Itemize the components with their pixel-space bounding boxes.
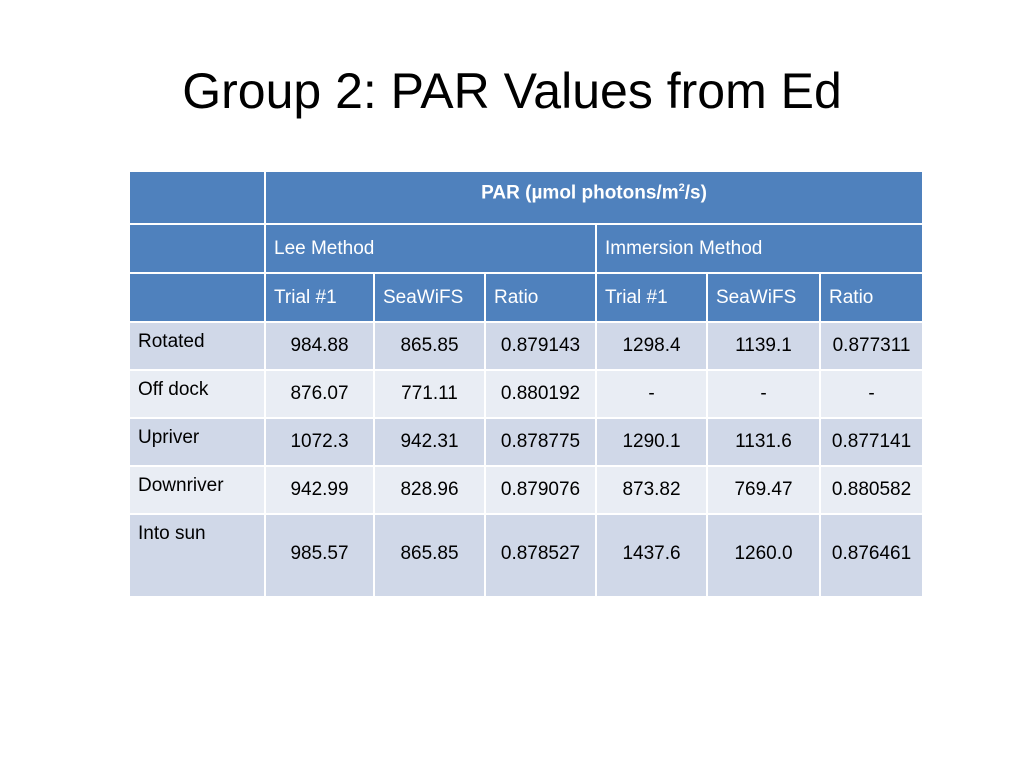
table-cell: 771.11 [373, 369, 486, 419]
table-cell: 1072.3 [264, 417, 375, 467]
table-row: Off dock 876.07 771.11 0.880192 - - - [128, 369, 925, 419]
table-cell: 0.877141 [818, 417, 925, 467]
table-row: Upriver 1072.3 942.31 0.878775 1290.1 11… [128, 417, 925, 467]
row-label: Downriver [128, 465, 266, 515]
table-cell: 0.877311 [818, 321, 925, 371]
lee-method-header: Lee Method [264, 223, 597, 274]
table-cell: 1437.6 [595, 513, 708, 598]
header-row-columns: Trial #1 SeaWiFS Ratio Trial #1 SeaWiFS … [128, 272, 925, 323]
row-label: Into sun [128, 513, 266, 598]
table-cell: 865.85 [373, 513, 486, 598]
table-row: Rotated 984.88 865.85 0.879143 1298.4 11… [128, 321, 925, 371]
table-row: Into sun 985.57 865.85 0.878527 1437.6 1… [128, 513, 925, 598]
column-header: SeaWiFS [706, 272, 821, 323]
column-header: Ratio [484, 272, 597, 323]
row-label: Upriver [128, 417, 266, 467]
table-cell: 0.879143 [484, 321, 597, 371]
table-cell: 1290.1 [595, 417, 708, 467]
table-cell: 984.88 [264, 321, 375, 371]
table-cell: 769.47 [706, 465, 821, 515]
table-cell: 873.82 [595, 465, 708, 515]
immersion-method-header: Immersion Method [594, 223, 925, 274]
par-units-header: PAR (µmol photons/m2/s) [263, 170, 925, 225]
table-cell: 985.57 [264, 513, 375, 598]
header-corner-cell [128, 272, 266, 323]
table-cell: 1298.4 [595, 321, 708, 371]
table-cell: 865.85 [373, 321, 486, 371]
table-cell: 828.96 [373, 465, 486, 515]
column-header: SeaWiFS [373, 272, 486, 323]
table-cell: 0.878775 [484, 417, 597, 467]
table-cell: 1260.0 [706, 513, 821, 598]
par-values-table: PAR (µmol photons/m2/s) Lee Method Immer… [128, 170, 925, 598]
header-row-main: PAR (µmol photons/m2/s) [128, 170, 925, 225]
row-label: Off dock [128, 369, 266, 419]
header-corner-cell [128, 170, 266, 225]
table-cell: 942.31 [373, 417, 486, 467]
table-cell: 0.879076 [484, 465, 597, 515]
table-cell: 1131.6 [706, 417, 821, 467]
table-cell: 0.878527 [484, 513, 597, 598]
row-label: Rotated [128, 321, 266, 371]
column-header: Trial #1 [264, 272, 375, 323]
header-corner-cell [128, 223, 266, 274]
table-cell: 876.07 [264, 369, 375, 419]
table-cell: 1139.1 [706, 321, 821, 371]
slide-title: Group 2: PAR Values from Ed [182, 63, 842, 119]
table-cell: - [706, 369, 821, 419]
column-header: Ratio [818, 272, 925, 323]
header-row-methods: Lee Method Immersion Method [128, 223, 925, 274]
table-cell: 0.876461 [818, 513, 925, 598]
table-cell: 0.880582 [818, 465, 925, 515]
table-row: Downriver 942.99 828.96 0.879076 873.82 … [128, 465, 925, 515]
table-cell: - [818, 369, 925, 419]
table-cell: - [595, 369, 708, 419]
column-header: Trial #1 [595, 272, 708, 323]
table-cell: 0.880192 [484, 369, 597, 419]
table-cell: 942.99 [264, 465, 375, 515]
